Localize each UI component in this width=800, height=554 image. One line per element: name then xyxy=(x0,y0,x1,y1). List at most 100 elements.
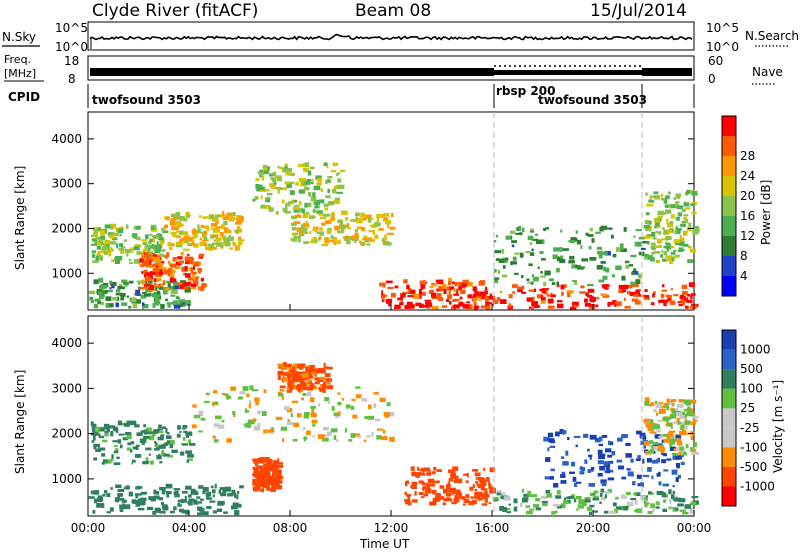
echo-cell xyxy=(288,173,295,176)
echo-cell xyxy=(474,488,478,492)
echo-cell xyxy=(532,301,538,306)
colorbar-tick-label: -100 xyxy=(740,440,767,454)
echo-cell xyxy=(384,220,392,225)
colorbar-swatch xyxy=(722,447,736,467)
echo-cell xyxy=(188,498,195,502)
echo-cell xyxy=(635,279,641,284)
echo-cell xyxy=(383,294,388,297)
echo-cell xyxy=(423,467,430,472)
echo-cell xyxy=(135,502,141,507)
echo-cell xyxy=(625,260,630,264)
echo-cell xyxy=(174,493,180,498)
echo-cell xyxy=(303,436,308,440)
echo-cell xyxy=(672,255,678,259)
echo-cell xyxy=(277,458,280,462)
echo-cell xyxy=(639,432,646,438)
echo-cell xyxy=(427,478,435,484)
echo-cell xyxy=(271,482,279,486)
echo-cell xyxy=(557,303,564,309)
echo-cell xyxy=(292,237,298,242)
echo-cell xyxy=(641,247,646,250)
echo-cell xyxy=(372,232,375,235)
echo-cell xyxy=(627,471,634,477)
echo-cell xyxy=(665,204,669,208)
echo-cell xyxy=(573,498,577,503)
echo-cell xyxy=(407,495,410,500)
echo-cell xyxy=(633,235,636,238)
echo-cell xyxy=(665,258,673,261)
echo-cell xyxy=(295,374,300,377)
echo-cell xyxy=(527,490,532,496)
echo-cell xyxy=(283,362,287,366)
echo-cell xyxy=(161,227,164,232)
echo-cell xyxy=(93,443,100,448)
echo-cell xyxy=(145,252,149,257)
echo-cell xyxy=(503,507,508,511)
echo-cell xyxy=(160,303,165,309)
echo-cell xyxy=(254,397,260,403)
echo-cell xyxy=(458,282,464,286)
echo-cell xyxy=(156,508,162,513)
echo-cell xyxy=(190,489,197,495)
echo-cell xyxy=(584,499,591,503)
echo-cell xyxy=(650,245,655,249)
echo-cell xyxy=(204,400,210,404)
echo-cell xyxy=(333,199,340,204)
echo-cell xyxy=(316,231,322,234)
echo-cell xyxy=(418,291,423,296)
echo-cell xyxy=(473,305,478,310)
echo-cell xyxy=(412,293,420,299)
echo-cell xyxy=(689,248,696,253)
echo-cell xyxy=(644,219,649,225)
echo-cell xyxy=(224,242,231,247)
colorbar-swatch xyxy=(722,408,736,428)
echo-cell xyxy=(279,389,285,392)
echo-cell xyxy=(263,429,269,434)
echo-cell xyxy=(161,490,165,495)
colorbar-tick-label: 20 xyxy=(740,189,755,203)
echo-cell xyxy=(237,239,245,242)
echo-cell xyxy=(234,246,237,251)
echo-cell xyxy=(433,466,437,471)
echo-cell xyxy=(154,250,161,254)
y-tick-label: 3000 xyxy=(51,381,82,395)
echo-cell xyxy=(684,504,691,509)
echo-cell xyxy=(140,430,145,433)
echo-cell xyxy=(663,250,668,256)
echo-cell xyxy=(128,306,132,309)
echo-cell xyxy=(173,300,179,305)
echo-cell xyxy=(650,503,655,509)
echo-cell xyxy=(196,496,201,499)
echo-cell xyxy=(140,491,147,495)
echo-cell xyxy=(505,236,511,240)
echo-cell xyxy=(286,390,293,393)
echo-cell xyxy=(690,501,697,506)
echo-cell xyxy=(106,290,112,293)
echo-cell xyxy=(555,431,560,437)
echo-cell xyxy=(186,300,191,304)
echo-cell xyxy=(135,444,140,447)
echo-cell xyxy=(602,284,610,288)
echo-cell xyxy=(326,179,331,183)
echo-cell xyxy=(472,484,475,488)
echo-cell xyxy=(644,497,648,501)
echo-cell xyxy=(640,495,646,500)
echo-cell xyxy=(319,216,327,219)
echo-cell xyxy=(148,260,152,266)
echo-cell xyxy=(285,172,291,176)
echo-cell xyxy=(120,246,126,249)
echo-cell xyxy=(618,465,625,470)
echo-cell xyxy=(643,441,650,446)
echo-cell xyxy=(472,286,477,292)
echo-cell xyxy=(587,284,594,287)
colorbar-tick-label: 24 xyxy=(740,169,755,183)
echo-cell xyxy=(376,214,382,219)
echo-cell xyxy=(140,264,145,268)
echo-cell xyxy=(662,434,669,437)
echo-cell xyxy=(143,284,150,289)
echo-cell xyxy=(417,466,420,471)
echo-cell xyxy=(135,293,141,296)
echo-cell xyxy=(681,220,687,224)
echo-cell xyxy=(447,294,453,300)
